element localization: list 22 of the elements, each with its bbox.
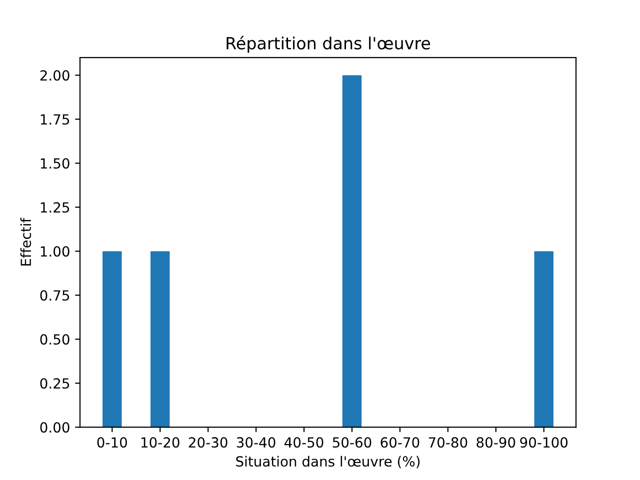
x-tick-label: 20-30 [188,437,228,448]
x-axis-title: Situation dans l'œuvre (%) [236,456,420,468]
x-tick-label: 10-20 [141,437,180,448]
y-tick-label: 1.00 [40,246,70,257]
y-tick-label: 1.25 [40,202,70,213]
y-tick-label: 0.50 [40,334,70,345]
y-tick-label: 0.00 [40,422,70,433]
x-tick-label: 50-60 [332,437,372,448]
y-tick-label: 0.75 [40,290,70,301]
y-axis-title: Effectif [20,218,32,266]
x-tick-label: 90-100 [520,437,568,448]
y-tick-label: 1.75 [40,114,70,125]
x-tick-label: 80-90 [476,437,516,448]
x-tick-label: 30-40 [236,437,276,448]
x-tick-label: 40-50 [284,437,324,448]
y-tick-label: 2.00 [40,70,70,81]
x-tick-label: 70-80 [428,437,468,448]
chart-title: Répartition dans l'œuvre [226,36,430,53]
y-tick-label: 1.50 [40,158,70,169]
x-tick-label: 0-10 [97,437,127,448]
y-tick-label: 0.25 [40,378,70,389]
x-tick-label: 60-70 [380,437,420,448]
